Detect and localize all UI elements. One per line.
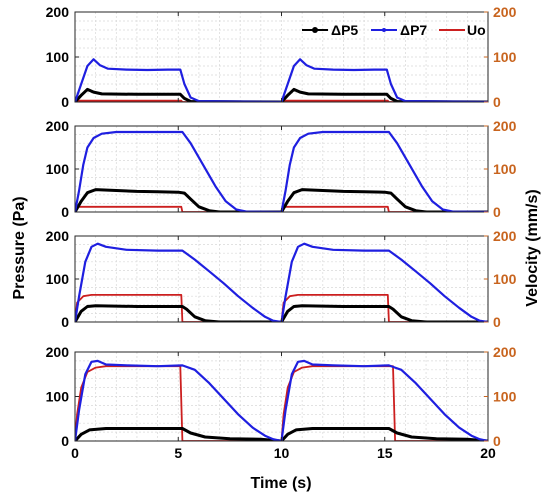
panel-2: 0 100 200 0 100 200	[46, 118, 517, 220]
legend-label-dp7: ΔP7	[400, 22, 427, 38]
y2-tick-label: 100	[493, 389, 517, 405]
y2-tick-label: 100	[493, 271, 517, 287]
panel-3: 0 100 200 0 100 200	[46, 228, 517, 330]
y-tick-label: 100	[46, 161, 70, 177]
x-axis-label: Time (s)	[250, 475, 311, 492]
x-tick-label: 15	[377, 445, 393, 461]
series-dp5-line	[75, 188, 488, 212]
y2-tick-label: 0	[493, 433, 501, 449]
y2-tick-label: 0	[493, 204, 501, 220]
y2-tick-label: 0	[493, 314, 501, 330]
legend-marker-dp5	[312, 27, 318, 33]
y-tick-label: 0	[61, 314, 69, 330]
legend: ΔP5 ΔP7 Uo	[302, 22, 486, 38]
series-lines	[75, 359, 488, 441]
panel-1: 0 100 200 0 100 200	[46, 4, 517, 110]
y2-tick-label: 200	[493, 344, 517, 360]
y2-tick-label: 100	[493, 49, 517, 65]
y2-tick-label: 0	[493, 94, 501, 110]
series-uo-line	[75, 205, 488, 212]
y-tick-label: 0	[61, 433, 69, 449]
y-tick-label: 100	[46, 49, 70, 65]
legend-marker-dp7	[382, 28, 386, 32]
x-tick-label: 0	[71, 445, 79, 461]
series-dp5-line	[75, 87, 488, 102]
y-tick-label: 100	[46, 271, 70, 287]
series-dp5-line	[75, 427, 488, 441]
legend-label-dp5: ΔP5	[331, 22, 358, 38]
panels: 0100200010020001002000100200010020001002…	[46, 4, 517, 461]
y2-tick-label: 100	[493, 161, 517, 177]
y-tick-label: 100	[46, 389, 70, 405]
y-tick-label: 200	[46, 344, 70, 360]
series-dp5-line	[75, 304, 488, 322]
left-axis-label: Pressure (Pa)	[11, 196, 28, 299]
y-tick-label: 200	[46, 228, 70, 244]
y2-tick-label: 200	[493, 118, 517, 134]
series-dp7-line	[75, 242, 488, 322]
series-dp7-line	[75, 58, 488, 102]
y-tick-label: 0	[61, 94, 69, 110]
y-tick-label: 200	[46, 118, 70, 134]
series-lines	[75, 130, 488, 212]
y2-tick-label: 200	[493, 228, 517, 244]
right-axis-label: Velocity (mm/s)	[524, 189, 541, 306]
x-tick-label: 20	[480, 445, 496, 461]
series-dp7-line	[75, 359, 488, 441]
series-lines	[75, 242, 488, 322]
y-tick-label: 0	[61, 204, 69, 220]
x-tick-label: 5	[174, 445, 182, 461]
y-tick-label: 200	[46, 4, 70, 20]
series-uo-line	[75, 294, 488, 322]
legend-label-uo: Uo	[467, 22, 486, 38]
series-dp7-line	[75, 130, 488, 212]
y2-tick-label: 200	[493, 4, 517, 20]
x-tick-label: 10	[274, 445, 290, 461]
